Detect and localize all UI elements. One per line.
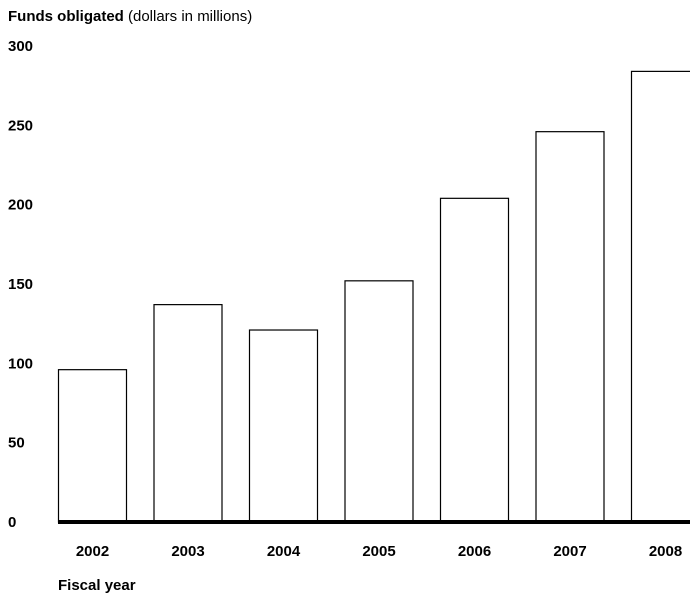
x-tick-label: 2007 [553,543,586,560]
x-tick-label: 2006 [458,543,491,560]
y-tick-label: 200 [8,197,33,214]
y-tick-label: 150 [8,276,33,293]
bar-2005 [344,280,414,523]
bar-2008 [630,70,690,523]
bar-2003 [153,304,223,523]
x-tick-label: 2003 [171,543,204,560]
y-tick-label: 250 [8,117,33,134]
y-axis-ticks: 0 50 100 150 200 250 300 [8,38,33,531]
bar-2006 [439,197,510,523]
x-axis-title: Fiscal year [58,577,136,594]
bar-2004 [248,329,319,523]
chart-title-units: (dollars in millions) [123,8,253,25]
y-tick-label: 300 [8,38,33,55]
y-tick-label: 100 [8,355,33,372]
bars [57,70,690,523]
x-tick-label: 2008 [649,543,682,560]
chart-title-main: Funds obligated [8,8,124,25]
chart-title: Funds obligated (dollars in millions) [8,8,252,25]
x-tick-label: 2004 [267,543,301,560]
x-tick-label: 2005 [362,543,395,560]
y-tick-label: 50 [8,435,25,452]
x-tick-label: 2002 [76,543,109,560]
y-tick-label: 0 [8,514,16,531]
bar-2007 [535,131,605,523]
x-axis-ticks: 2002 2003 2004 2005 2006 2007 2008 [76,543,682,560]
bar-2002 [57,369,128,523]
